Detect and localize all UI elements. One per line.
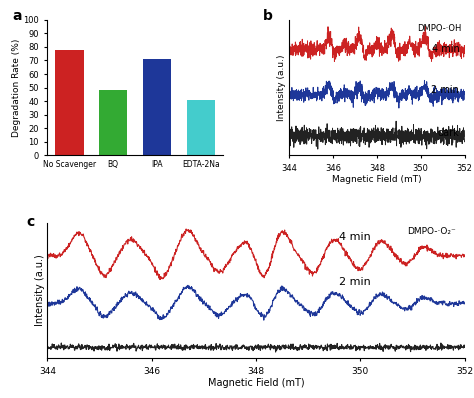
Bar [143, 59, 171, 155]
Text: 2 min: 2 min [431, 85, 459, 95]
Text: c: c [27, 215, 35, 229]
Bar [99, 90, 128, 155]
Y-axis label: Degradation Rate (%): Degradation Rate (%) [11, 38, 20, 137]
Text: DMPO-·OH: DMPO-·OH [417, 24, 461, 33]
Text: a: a [12, 9, 22, 23]
Text: 4 min: 4 min [431, 44, 459, 54]
Text: 2 min: 2 min [339, 277, 371, 287]
Text: DMPO-·O₂⁻: DMPO-·O₂⁻ [408, 227, 456, 236]
Text: 4 min: 4 min [339, 232, 371, 242]
Y-axis label: Intensity (a.u.): Intensity (a.u.) [35, 255, 45, 326]
X-axis label: Magnetic Field (mT): Magnetic Field (mT) [332, 176, 422, 184]
X-axis label: Magnetic Field (mT): Magnetic Field (mT) [208, 378, 304, 388]
Text: b: b [263, 9, 273, 23]
Bar [55, 50, 83, 155]
Text: dark: dark [438, 128, 459, 138]
Bar [186, 100, 215, 155]
Y-axis label: Intensity (a.u.): Intensity (a.u.) [277, 54, 286, 121]
